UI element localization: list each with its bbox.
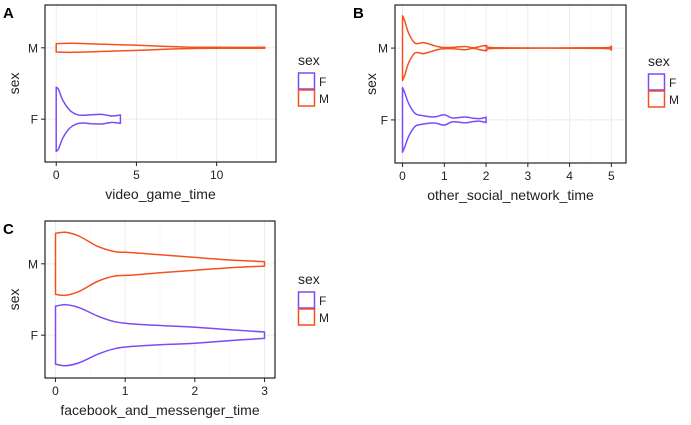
x-axis-ticks-b: 0 1 2 3 4 5 (399, 163, 615, 183)
panel-a: A 0 5 10 FM video_game_time sex sex F M (3, 4, 329, 202)
y-axis-ticks-a: FM (28, 41, 45, 127)
grid-b (395, 5, 626, 163)
legend-key-f-c (297, 291, 316, 309)
violin-m (55, 42, 266, 54)
x-axis-ticks-c: 0 1 2 3 (52, 378, 268, 398)
legend-label-m-a: M (319, 92, 329, 106)
x-tick-label: 0 (53, 168, 60, 182)
y-tick-label: M (378, 42, 388, 56)
y-axis-ticks-c: FM (28, 257, 45, 343)
grid-a (45, 5, 276, 162)
x-axis-title-b: other_social_network_time (427, 187, 594, 203)
panel-tag-a: A (3, 5, 14, 22)
legend-key-m-b (647, 90, 666, 108)
x-tick-label: 5 (608, 169, 615, 183)
violin-f (55, 86, 122, 153)
legend-title-a: sex (298, 52, 320, 68)
violin-f (401, 86, 487, 153)
violin-f (54, 303, 266, 367)
legend-key-f-a (297, 72, 316, 90)
x-tick-label: 0 (52, 384, 59, 398)
legend-label-m-b: M (669, 93, 679, 107)
x-axis-ticks-a: 0 5 10 (53, 162, 224, 182)
legend-a: sex F M (297, 52, 329, 107)
x-tick-label: 2 (483, 169, 490, 183)
legend-label-f-a: F (319, 75, 326, 89)
y-tick-label: M (28, 41, 38, 55)
legend-title-b: sex (648, 53, 670, 69)
legend-b: sex F M (647, 53, 679, 108)
x-tick-label: 3 (261, 384, 268, 398)
legend-c: sex F M (297, 271, 329, 326)
legend-key-m-c (297, 308, 316, 326)
y-axis-ticks-b: FM (378, 42, 395, 127)
plot-frame-b (394, 4, 627, 164)
x-tick-label: 1 (122, 384, 129, 398)
violins-c (54, 231, 266, 367)
y-tick-label: F (31, 329, 38, 343)
x-axis-title-a: video_game_time (105, 186, 216, 202)
y-tick-label: F (381, 113, 388, 127)
y-axis-title-a: sex (6, 73, 22, 95)
x-tick-label: 3 (524, 169, 531, 183)
legend-key-m-a (297, 89, 316, 107)
x-tick-label: 10 (210, 168, 224, 182)
x-tick-label: 0 (399, 169, 406, 183)
y-axis-title-c: sex (6, 289, 22, 311)
x-tick-label: 2 (192, 384, 199, 398)
x-tick-label: 5 (133, 168, 140, 182)
y-axis-title-b: sex (363, 73, 379, 95)
plot-frame-c (44, 220, 276, 379)
y-tick-label: F (31, 113, 38, 127)
legend-label-f-c: F (319, 294, 326, 308)
plot-frame-a (44, 4, 277, 163)
violins-b (401, 15, 613, 153)
x-axis-title-c: facebook_and_messenger_time (60, 402, 259, 418)
legend-label-f-b: F (669, 76, 676, 90)
legend-label-m-c: M (319, 311, 329, 325)
legend-title-c: sex (298, 271, 320, 287)
x-tick-label: 4 (566, 169, 573, 183)
legend-key-f-b (647, 73, 666, 91)
panel-tag-c: C (3, 221, 14, 238)
y-tick-label: M (28, 257, 38, 271)
violins-a (55, 42, 266, 153)
violin-m (54, 231, 266, 297)
violin-m (401, 15, 613, 82)
panel-tag-b: B (353, 5, 364, 22)
x-tick-label: 1 (441, 169, 448, 183)
